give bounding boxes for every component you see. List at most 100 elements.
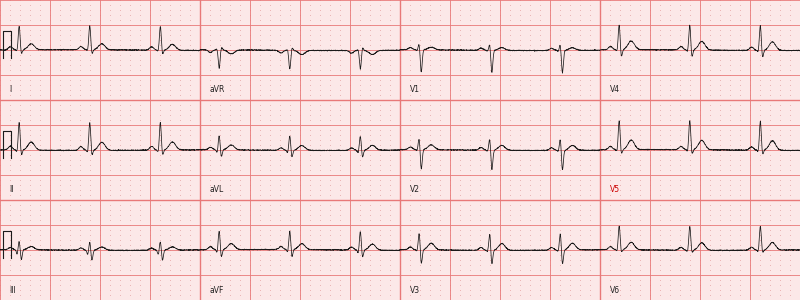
Point	[314, 223, 326, 227]
Point	[604, 163, 617, 167]
Point	[314, 63, 326, 68]
Point	[554, 13, 566, 17]
Point	[214, 232, 226, 237]
Point	[554, 133, 566, 137]
Point	[43, 108, 56, 112]
Point	[114, 283, 126, 287]
Point	[354, 292, 366, 297]
Point	[723, 68, 736, 72]
Point	[674, 292, 686, 297]
Point	[674, 22, 686, 27]
Point	[754, 218, 766, 222]
Point	[223, 158, 237, 162]
Point	[424, 213, 437, 218]
Point	[784, 98, 797, 102]
Point	[784, 278, 797, 282]
Point	[14, 118, 26, 122]
Point	[334, 73, 346, 77]
Point	[403, 202, 416, 207]
Point	[254, 88, 266, 92]
Point	[234, 183, 246, 188]
Point	[424, 118, 437, 122]
Point	[534, 68, 546, 72]
Point	[323, 33, 337, 38]
Point	[504, 208, 517, 212]
Point	[744, 238, 757, 242]
Point	[64, 63, 77, 68]
Point	[424, 68, 437, 72]
Point	[723, 163, 736, 167]
Point	[104, 78, 117, 82]
Point	[14, 103, 26, 107]
Point	[474, 38, 486, 42]
Point	[664, 18, 677, 22]
Point	[494, 33, 506, 38]
Point	[643, 218, 656, 222]
Point	[774, 298, 786, 300]
Point	[624, 28, 637, 32]
Point	[104, 258, 117, 262]
Point	[374, 188, 386, 192]
Point	[94, 268, 106, 272]
Point	[784, 238, 797, 242]
Point	[694, 142, 706, 147]
Point	[654, 262, 666, 267]
Point	[384, 172, 397, 177]
Point	[584, 3, 597, 8]
Point	[614, 218, 626, 222]
Point	[94, 88, 106, 92]
Point	[344, 238, 357, 242]
Point	[64, 223, 77, 227]
Point	[203, 172, 216, 177]
Point	[14, 172, 26, 177]
Point	[334, 262, 346, 267]
Point	[744, 28, 757, 32]
Point	[234, 8, 246, 12]
Point	[374, 273, 386, 278]
Point	[114, 202, 126, 207]
Point	[24, 258, 37, 262]
Point	[0, 138, 6, 142]
Point	[354, 172, 366, 177]
Point	[114, 248, 126, 252]
Point	[474, 273, 486, 278]
Point	[194, 18, 206, 22]
Point	[734, 268, 746, 272]
Point	[604, 248, 617, 252]
Point	[43, 138, 56, 142]
Point	[483, 78, 496, 82]
Point	[374, 103, 386, 107]
Point	[754, 158, 766, 162]
Point	[223, 93, 237, 98]
Point	[443, 33, 456, 38]
Point	[363, 88, 377, 92]
Point	[163, 292, 176, 297]
Point	[744, 33, 757, 38]
Point	[634, 108, 646, 112]
Point	[223, 58, 237, 62]
Point	[154, 193, 166, 197]
Point	[714, 288, 726, 292]
Point	[523, 68, 536, 72]
Point	[683, 133, 696, 137]
Point	[283, 278, 296, 282]
Point	[794, 68, 800, 72]
Point	[123, 48, 136, 52]
Point	[323, 52, 337, 57]
Point	[134, 178, 146, 182]
Point	[374, 258, 386, 262]
Point	[374, 163, 386, 167]
Point	[403, 292, 416, 297]
Point	[514, 93, 526, 98]
Point	[323, 253, 337, 257]
Point	[64, 8, 77, 12]
Point	[184, 38, 197, 42]
Point	[424, 133, 437, 137]
Point	[24, 52, 37, 57]
Point	[294, 213, 306, 218]
Point	[394, 93, 406, 98]
Point	[584, 243, 597, 248]
Point	[474, 58, 486, 62]
Point	[304, 28, 317, 32]
Point	[763, 33, 776, 38]
